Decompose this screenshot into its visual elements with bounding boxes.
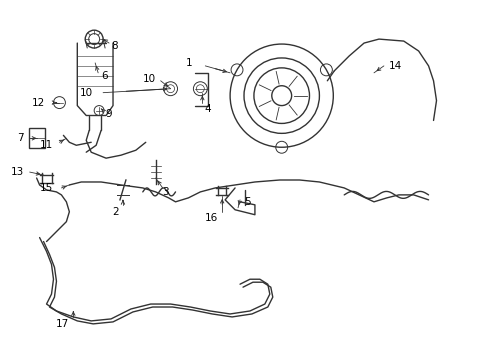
Text: 2: 2 bbox=[112, 207, 119, 217]
Text: 1: 1 bbox=[185, 58, 192, 68]
Text: 16: 16 bbox=[204, 213, 218, 223]
Text: 8: 8 bbox=[111, 41, 118, 51]
Text: 3: 3 bbox=[163, 187, 169, 197]
Text: 5: 5 bbox=[244, 197, 250, 207]
Text: 10: 10 bbox=[80, 88, 93, 98]
Text: 11: 11 bbox=[40, 140, 53, 150]
Text: 17: 17 bbox=[56, 319, 69, 329]
Text: 15: 15 bbox=[40, 183, 53, 193]
Text: 9: 9 bbox=[105, 108, 111, 118]
Text: 6: 6 bbox=[101, 71, 107, 81]
Text: 12: 12 bbox=[32, 98, 45, 108]
Text: 7: 7 bbox=[17, 133, 24, 143]
Text: 13: 13 bbox=[10, 167, 24, 177]
Text: 10: 10 bbox=[142, 74, 155, 84]
Text: 14: 14 bbox=[388, 61, 401, 71]
Text: 4: 4 bbox=[204, 104, 210, 113]
Bar bbox=[29, 129, 44, 148]
